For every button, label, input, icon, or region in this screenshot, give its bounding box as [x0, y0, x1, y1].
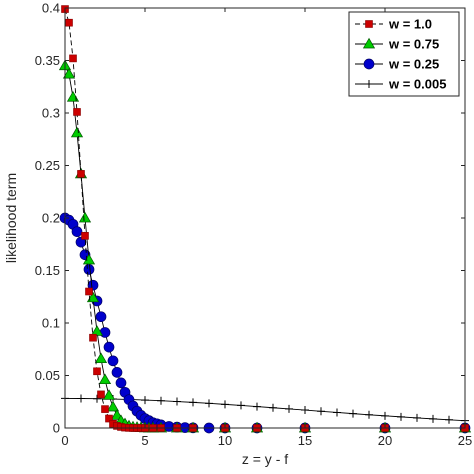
y-tick-label: 0: [53, 421, 60, 436]
data-point: [205, 399, 213, 408]
data-point: [77, 170, 85, 178]
y-tick-label: 0.2: [42, 211, 60, 226]
legend-label: w = 0.005: [388, 77, 446, 92]
data-point: [71, 226, 83, 237]
x-tick-label: 5: [141, 433, 148, 448]
data-point: [95, 311, 107, 323]
data-point: [111, 367, 123, 378]
x-axis-title: z = y - f: [242, 451, 288, 467]
data-point: [103, 341, 115, 353]
legend-label: w = 0.75: [388, 37, 439, 52]
x-tick-label: 25: [458, 433, 472, 448]
data-point: [90, 325, 104, 336]
data-point: [81, 232, 89, 240]
x-tick-label: 10: [218, 433, 232, 448]
data-point: [365, 410, 373, 419]
data-point: [99, 327, 111, 338]
data-point: [101, 405, 109, 413]
data-point: [269, 403, 277, 412]
data-point: [445, 415, 453, 424]
data-point: [89, 333, 97, 342]
data-point: [97, 390, 105, 399]
legend-item: w = 0.75: [355, 37, 439, 52]
data-point: [141, 396, 149, 405]
legend-label: w = 1.0: [388, 17, 432, 32]
data-point: [78, 211, 92, 223]
data-point: [157, 396, 165, 405]
data-point: [107, 355, 119, 367]
data-point: [285, 404, 293, 413]
y-tick-label: 0.4: [42, 1, 60, 16]
data-point: [115, 377, 127, 389]
data-point: [429, 414, 437, 423]
data-point: [98, 373, 112, 385]
data-point: [73, 108, 81, 116]
data-point: [237, 401, 245, 410]
legend-marker: [363, 58, 375, 70]
data-point: [413, 413, 421, 422]
data-point: [221, 400, 229, 409]
x-tick-label: 15: [298, 433, 312, 448]
data-point: [349, 409, 357, 418]
data-point: [69, 54, 77, 63]
data-point: [189, 398, 197, 407]
data-point: [381, 411, 389, 420]
data-point: [102, 389, 116, 400]
legend-marker: [362, 37, 376, 49]
data-point: [333, 408, 341, 417]
legend-marker: [365, 80, 373, 88]
data-point: [93, 367, 101, 376]
data-point: [317, 407, 325, 416]
y-axis-title: likelihood term: [3, 173, 19, 263]
x-tick-label: 20: [378, 433, 392, 448]
y-tick-label: 0.15: [35, 263, 60, 278]
data-point: [397, 412, 405, 421]
y-tick-label: 0.05: [35, 368, 60, 383]
data-point: [83, 264, 95, 275]
data-point: [70, 126, 84, 138]
y-tick-label: 0.35: [35, 53, 60, 68]
data-point: [77, 394, 85, 403]
y-tick-label: 0.1: [42, 316, 60, 331]
data-point: [65, 18, 73, 27]
legend-marker: [365, 20, 373, 28]
data-point: [62, 67, 76, 79]
tick-layer: 0 5 10 15 20 25 0 0.05 0.1 0.15 0.2 0.25 0.3 0.35 0.4: [35, 1, 473, 449]
legend-item: w = 1.0: [355, 17, 432, 32]
legend-item: w = 0.005: [355, 77, 446, 92]
data-point: [85, 287, 93, 296]
data-point: [105, 414, 113, 423]
data-point: [106, 400, 120, 412]
data-point: [253, 402, 261, 411]
legend-item: w = 0.25: [355, 57, 439, 72]
y-tick-label: 0.25: [35, 158, 60, 173]
data-point: [301, 406, 309, 415]
legend-label: w = 0.25: [388, 57, 439, 72]
x-tick-label: 0: [61, 433, 68, 448]
data-point: [173, 397, 181, 406]
y-tick-label: 0.3: [42, 106, 60, 121]
data-point: [86, 291, 100, 303]
legend: w = 1.0 w = 0.75 w = 0.25 w = 0.005: [348, 11, 460, 97]
data-point: [94, 352, 108, 364]
data-point: [93, 394, 101, 403]
